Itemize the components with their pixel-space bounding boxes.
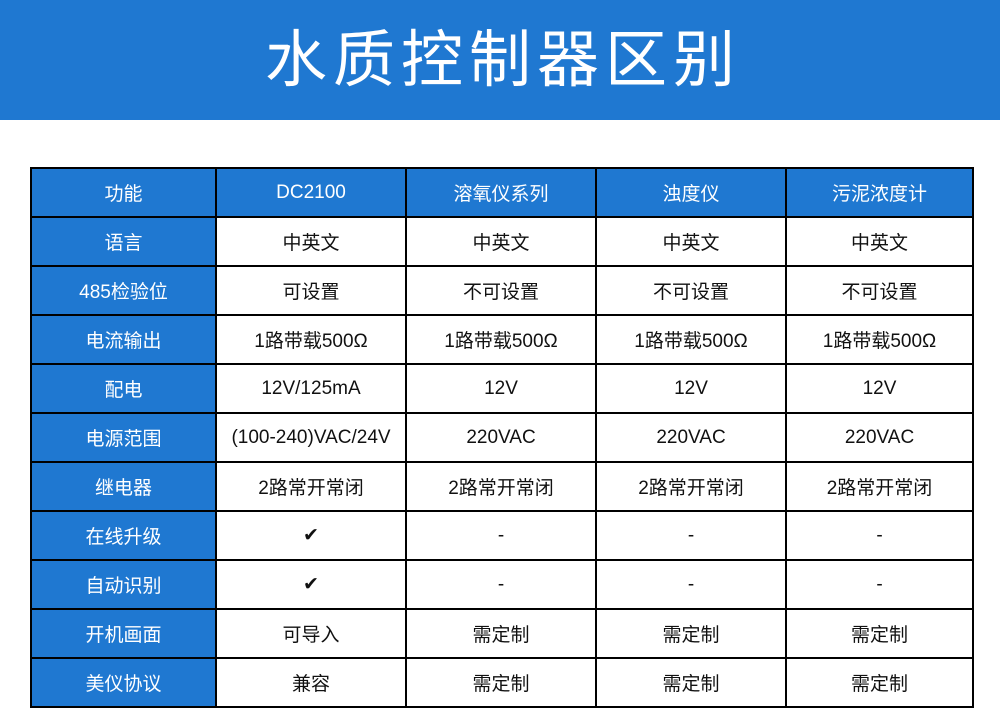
table-row: 电源范围 (100-240)VAC/24V 220VAC 220VAC 220V…: [30, 412, 974, 463]
cell-dc2100: 可导入: [215, 608, 407, 659]
table-row: 配电 12V/125mA 12V 12V 12V: [30, 363, 974, 414]
cell-sludge: -: [785, 559, 974, 610]
cell-do-meter: 不可设置: [405, 265, 597, 316]
cell-turbidity: 12V: [595, 363, 787, 414]
spec-table-container: 功能 DC2100 溶氧仪系列 浊度仪 污泥浓度计 语言 中英文 中英文 中英文…: [30, 167, 974, 708]
column-header-turbidity: 浊度仪: [595, 167, 787, 218]
checkmark-icon: ✔: [215, 510, 407, 561]
table-header: 功能 DC2100 溶氧仪系列 浊度仪 污泥浓度计: [30, 167, 974, 218]
cell-do-meter: 需定制: [405, 657, 597, 708]
cell-sludge: 需定制: [785, 657, 974, 708]
cell-dc2100: 12V/125mA: [215, 363, 407, 414]
cell-do-meter: 1路带载500Ω: [405, 314, 597, 365]
cell-turbidity: -: [595, 510, 787, 561]
cell-do-meter: 需定制: [405, 608, 597, 659]
cell-turbidity: 2路常开常闭: [595, 461, 787, 512]
table-row: 自动识别 ✔ - - -: [30, 559, 974, 610]
spec-comparison-table: 功能 DC2100 溶氧仪系列 浊度仪 污泥浓度计 语言 中英文 中英文 中英文…: [30, 167, 974, 708]
row-feature-label: 电源范围: [30, 412, 217, 463]
table-row: 语言 中英文 中英文 中英文 中英文: [30, 216, 974, 267]
row-feature-label: 开机画面: [30, 608, 217, 659]
cell-turbidity: 中英文: [595, 216, 787, 267]
row-feature-label: 电流输出: [30, 314, 217, 365]
cell-turbidity: 需定制: [595, 608, 787, 659]
cell-turbidity: 需定制: [595, 657, 787, 708]
cell-sludge: 1路带载500Ω: [785, 314, 974, 365]
column-header-feature: 功能: [30, 167, 217, 218]
table-row: 电流输出 1路带载500Ω 1路带载500Ω 1路带载500Ω 1路带载500Ω: [30, 314, 974, 365]
cell-sludge: 不可设置: [785, 265, 974, 316]
page-banner: 水质控制器区别: [0, 0, 1000, 120]
cell-sludge: 2路常开常闭: [785, 461, 974, 512]
cell-dc2100: 中英文: [215, 216, 407, 267]
table-body: 语言 中英文 中英文 中英文 中英文 485检验位 可设置 不可设置 不可设置 …: [30, 216, 974, 708]
cell-do-meter: 12V: [405, 363, 597, 414]
cell-do-meter: -: [405, 559, 597, 610]
cell-dc2100: 2路常开常闭: [215, 461, 407, 512]
cell-turbidity: 220VAC: [595, 412, 787, 463]
cell-do-meter: 220VAC: [405, 412, 597, 463]
cell-do-meter: 中英文: [405, 216, 597, 267]
table-row: 485检验位 可设置 不可设置 不可设置 不可设置: [30, 265, 974, 316]
page-title: 水质控制器区别: [264, 23, 741, 96]
cell-sludge: 220VAC: [785, 412, 974, 463]
row-feature-label: 继电器: [30, 461, 217, 512]
table-row: 在线升级 ✔ - - -: [30, 510, 974, 561]
cell-dc2100: 兼容: [215, 657, 407, 708]
table-row: 美仪协议 兼容 需定制 需定制 需定制: [30, 657, 974, 708]
cell-turbidity: -: [595, 559, 787, 610]
cell-dc2100: (100-240)VAC/24V: [215, 412, 407, 463]
row-feature-label: 配电: [30, 363, 217, 414]
column-header-dc2100: DC2100: [215, 167, 407, 218]
cell-do-meter: 2路常开常闭: [405, 461, 597, 512]
cell-turbidity: 不可设置: [595, 265, 787, 316]
column-header-sludge: 污泥浓度计: [785, 167, 974, 218]
cell-dc2100: 可设置: [215, 265, 407, 316]
row-feature-label: 语言: [30, 216, 217, 267]
row-feature-label: 485检验位: [30, 265, 217, 316]
table-row: 开机画面 可导入 需定制 需定制 需定制: [30, 608, 974, 659]
cell-dc2100: 1路带载500Ω: [215, 314, 407, 365]
cell-sludge: 12V: [785, 363, 974, 414]
checkmark-icon: ✔: [215, 559, 407, 610]
column-header-do-meter: 溶氧仪系列: [405, 167, 597, 218]
row-feature-label: 在线升级: [30, 510, 217, 561]
row-feature-label: 自动识别: [30, 559, 217, 610]
cell-sludge: -: [785, 510, 974, 561]
cell-turbidity: 1路带载500Ω: [595, 314, 787, 365]
cell-do-meter: -: [405, 510, 597, 561]
cell-sludge: 需定制: [785, 608, 974, 659]
cell-sludge: 中英文: [785, 216, 974, 267]
table-row: 继电器 2路常开常闭 2路常开常闭 2路常开常闭 2路常开常闭: [30, 461, 974, 512]
table-header-row: 功能 DC2100 溶氧仪系列 浊度仪 污泥浓度计: [30, 167, 974, 218]
row-feature-label: 美仪协议: [30, 657, 217, 708]
